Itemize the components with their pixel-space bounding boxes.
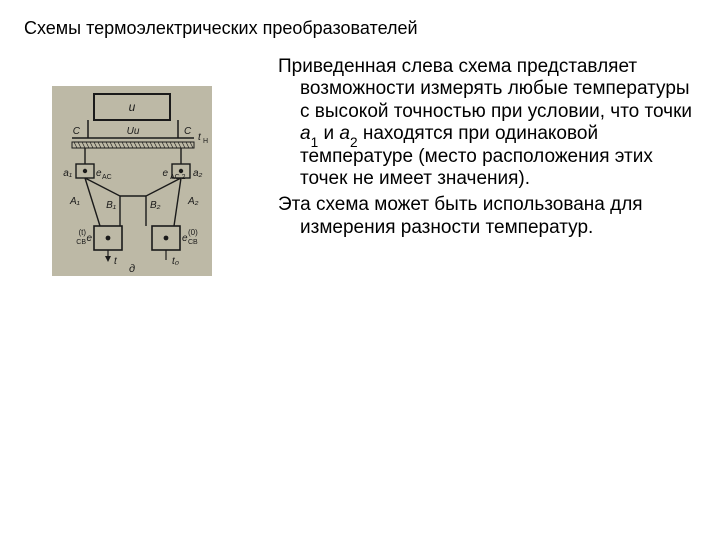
svg-text:CB: CB (76, 239, 86, 246)
svg-text:B₁: B₁ (106, 200, 116, 211)
p1-a1: а (300, 123, 311, 144)
svg-text:A₁: A₁ (69, 196, 80, 207)
circuit-svg: иCCUиtHa₁eACa₂eAC 2A₁A₂B₁B₂eCB(t)eCB(0)t… (52, 86, 212, 276)
svg-text:a₂: a₂ (193, 168, 203, 179)
paragraph-1: Приведенная слева схема представляет воз… (278, 56, 698, 190)
svg-text:H: H (203, 138, 208, 145)
p1-sub2: 2 (350, 135, 358, 150)
body-text: Приведенная слева схема представляет воз… (278, 56, 698, 239)
svg-text:(t): (t) (78, 228, 86, 237)
svg-text:A₂: A₂ (187, 196, 199, 207)
svg-text:e: e (86, 233, 92, 244)
svg-text:C: C (184, 126, 192, 137)
svg-text:C: C (73, 126, 81, 137)
svg-text:AC: AC (102, 174, 112, 181)
p1-run-b: находятся при одинаковой температуре (ме… (300, 123, 653, 189)
slide-title: Схемы термоэлектрических преобразователе… (24, 18, 418, 39)
paragraph-2: Эта схема может быть использована для из… (278, 194, 698, 239)
circuit-figure: иCCUиtHa₁eACa₂eAC 2A₁A₂B₁B₂eCB(t)eCB(0)t… (52, 86, 212, 276)
svg-text:д: д (129, 263, 135, 275)
svg-text:e: e (162, 168, 168, 179)
svg-text:Uи: Uи (127, 126, 140, 137)
slide: Схемы термоэлектрических преобразователе… (0, 0, 720, 540)
p1-run-a: Приведенная слева схема представляет воз… (278, 56, 692, 122)
p1-mid: и (318, 123, 339, 144)
svg-text:CB: CB (188, 239, 198, 246)
svg-text:и: и (129, 100, 136, 114)
p1-sub1: 1 (311, 135, 319, 150)
svg-text:B₂: B₂ (150, 200, 161, 211)
svg-text:(0): (0) (188, 228, 198, 237)
svg-text:a₁: a₁ (63, 168, 72, 179)
svg-text:t₀: t₀ (172, 256, 179, 267)
p1-a2: а (339, 123, 350, 144)
